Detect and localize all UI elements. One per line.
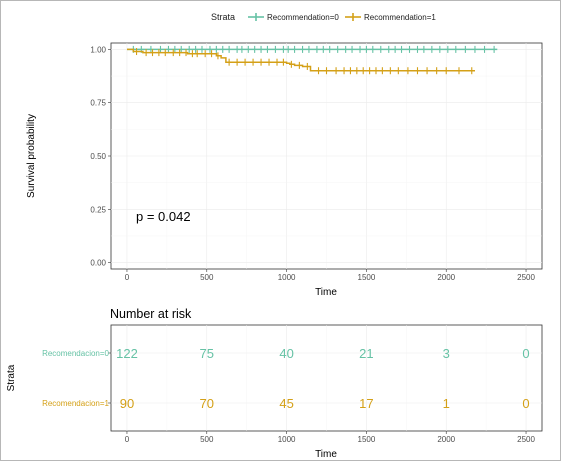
risk-x-tick-label: 2500 xyxy=(517,435,535,444)
risk-row-labels: Recomendacion=0 Recomendacion=1 xyxy=(42,349,111,408)
legend-item-0: Recommendation=0 xyxy=(248,13,339,22)
x-axis: 0 500 1000 1500 2000 2500 xyxy=(125,269,535,282)
legend-label-1: Recommendation=1 xyxy=(364,13,436,22)
risk-y-axis-label: Strata xyxy=(6,364,17,391)
risk-cell: 75 xyxy=(200,346,214,361)
legend-item-1: Recommendation=1 xyxy=(345,13,436,22)
risk-cell: 17 xyxy=(359,396,373,411)
y-tick-label: 0.00 xyxy=(90,259,106,268)
y-tick-label: 0.25 xyxy=(90,205,106,214)
risk-cell: 1 xyxy=(443,396,450,411)
x-tick-label: 1000 xyxy=(278,273,296,282)
risk-x-tick-label: 1500 xyxy=(358,435,376,444)
risk-table-cells: 122 75 40 21 3 0 90 70 45 17 1 0 xyxy=(116,346,530,411)
x-tick-label: 2000 xyxy=(437,273,455,282)
risk-x-tick-label: 0 xyxy=(125,435,130,444)
risk-x-tick-label: 2000 xyxy=(437,435,455,444)
risk-cell: 70 xyxy=(200,396,214,411)
risk-cell: 21 xyxy=(359,346,373,361)
x-tick-label: 0 xyxy=(125,273,130,282)
y-axis-label: Survival probability xyxy=(26,114,37,198)
risk-row-label: Recomendacion=0 xyxy=(42,349,109,358)
x-axis-label: Time xyxy=(315,287,337,298)
risk-cell: 45 xyxy=(279,396,293,411)
risk-grid xyxy=(111,325,542,431)
x-tick-label: 1500 xyxy=(358,273,376,282)
risk-x-axis-label: Time xyxy=(315,449,337,460)
survival-curves xyxy=(127,45,498,75)
x-tick-label: 2500 xyxy=(517,273,535,282)
y-tick-label: 0.75 xyxy=(90,99,106,108)
risk-cell: 122 xyxy=(116,346,138,361)
main-grid xyxy=(111,43,542,269)
risk-x-tick-label: 1000 xyxy=(278,435,296,444)
legend: Strata Recommendation=0 Recommendation=1 xyxy=(211,12,436,22)
legend-title: Strata xyxy=(211,12,235,22)
p-value-annotation: p = 0.042 xyxy=(136,209,191,224)
risk-table-title: Number at risk xyxy=(110,307,192,321)
y-tick-label: 0.50 xyxy=(90,152,106,161)
risk-cell: 90 xyxy=(120,396,134,411)
survival-curve-1 xyxy=(127,48,475,72)
risk-x-tick-label: 500 xyxy=(200,435,214,444)
legend-label-0: Recommendation=0 xyxy=(267,13,339,22)
risk-table: Number at risk 122 75 40 21 3 0 90 70 45 17 1 0 Rec… xyxy=(6,307,543,460)
risk-row-label: Recomendacion=1 xyxy=(42,399,109,408)
y-tick-label: 1.00 xyxy=(90,45,106,54)
risk-cell: 3 xyxy=(443,346,450,361)
risk-cell: 40 xyxy=(279,346,293,361)
y-axis: 0.00 0.25 0.50 0.75 1.00 xyxy=(90,45,111,268)
x-tick-label: 500 xyxy=(200,273,214,282)
km-plot: 0.00 0.25 0.50 0.75 1.00 0 500 1000 1500 2000 250… xyxy=(26,42,543,298)
risk-cell: 0 xyxy=(522,396,529,411)
risk-x-axis: 0 500 1000 1500 2000 2500 xyxy=(125,431,535,444)
risk-cell: 0 xyxy=(522,346,529,361)
